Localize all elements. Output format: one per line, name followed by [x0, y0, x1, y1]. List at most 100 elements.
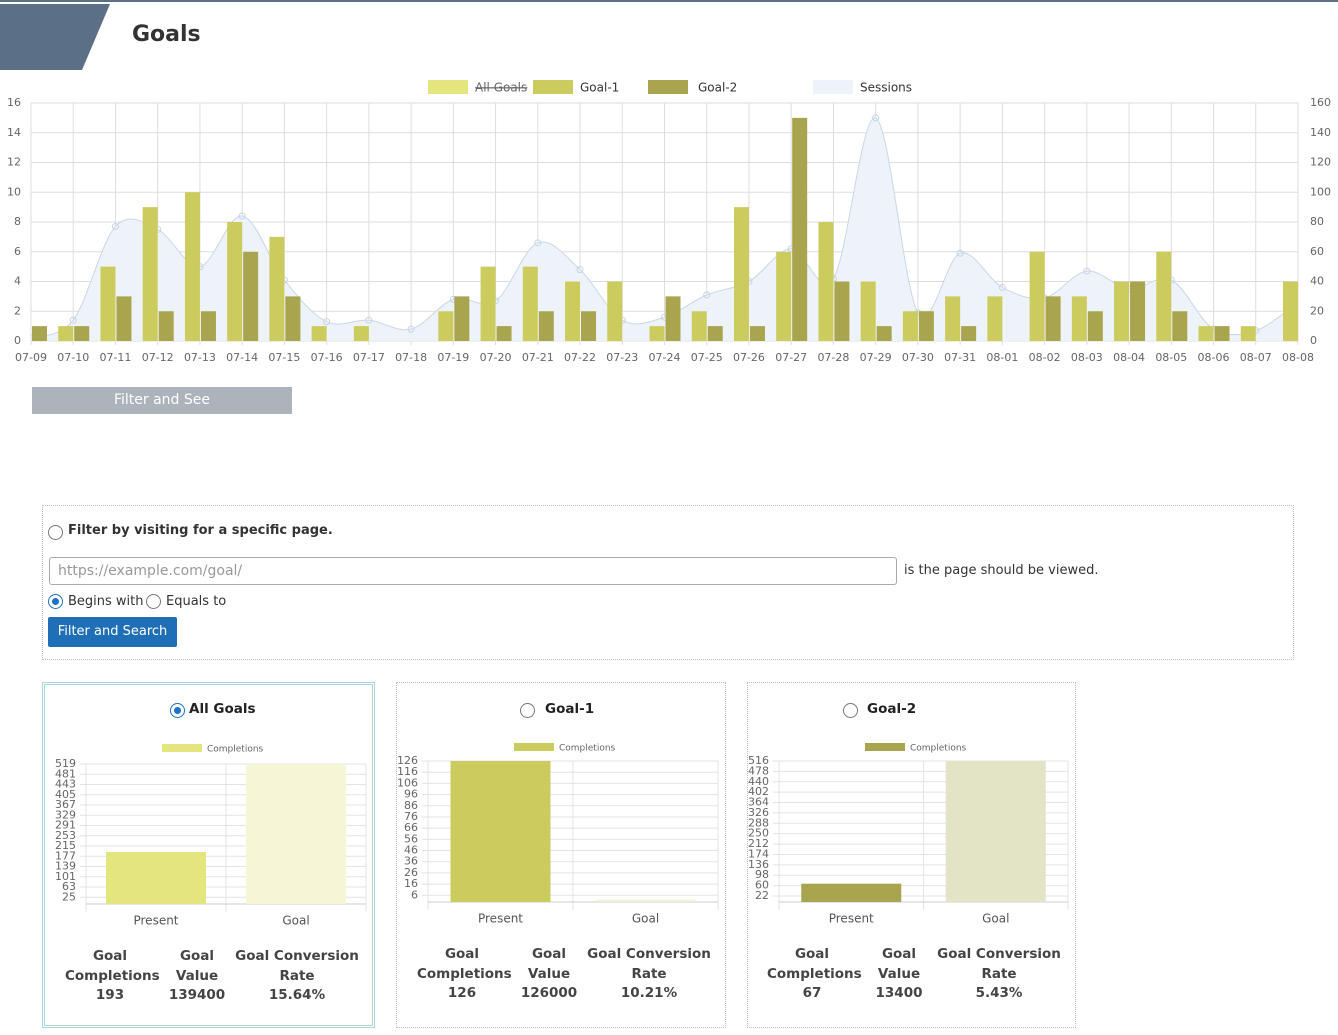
- stat-label: Goal Conversion Rate: [937, 946, 1061, 982]
- bar: [454, 296, 470, 341]
- url-input[interactable]: https://example.com/goal/: [49, 557, 897, 585]
- filter-radio[interactable]: [48, 525, 63, 540]
- filter-option: Filter by visiting for a specific page.: [68, 523, 333, 538]
- bar: [353, 326, 369, 341]
- sessions-point: [745, 278, 753, 285]
- stat-label: Goal Conversion Rate: [235, 948, 359, 984]
- bar: [987, 296, 1003, 341]
- sessions-point: [111, 222, 119, 230]
- y2-tick-label: 0: [1310, 334, 1317, 347]
- card-label: Goal-1: [545, 701, 595, 717]
- x-tick-label: 07-28: [817, 351, 849, 364]
- y-tick-label: 4: [14, 275, 21, 288]
- stat-label: Goal Value: [527, 946, 571, 982]
- x-tick-label: 07-09: [15, 351, 47, 364]
- card-radio[interactable]: [520, 703, 535, 718]
- bar: [961, 326, 977, 341]
- sessions-point: [323, 318, 331, 326]
- bar: [733, 207, 749, 341]
- goal-card[interactable]: [747, 682, 1076, 1028]
- page-title: Goals: [132, 22, 201, 47]
- x-tick-label: 07-26: [733, 351, 765, 364]
- sessions-point: [196, 263, 204, 271]
- legend-label: Sessions: [860, 81, 912, 95]
- x-tick-label: 08-01: [986, 351, 1018, 364]
- sessions-point: [1083, 267, 1091, 275]
- stat-value: 15.64%: [268, 987, 326, 1003]
- bar: [1045, 296, 1061, 341]
- x-tick-label: 07-20: [480, 351, 512, 364]
- x-tick-label: 07-12: [142, 351, 174, 364]
- bar: [538, 311, 554, 341]
- sessions-point: [238, 212, 246, 220]
- bar: [707, 326, 723, 341]
- bars: [32, 117, 1230, 341]
- card-radio[interactable]: [170, 703, 185, 718]
- bar: [581, 311, 597, 341]
- bar: [480, 266, 496, 341]
- bar: [269, 236, 285, 341]
- y2-tick-label: 160: [1310, 96, 1331, 109]
- y2-tick-label: 100: [1310, 185, 1331, 198]
- bar: [918, 311, 934, 341]
- sessions-point: [69, 316, 77, 324]
- x-tick-label: 07-14: [226, 351, 258, 364]
- sessions-point: [787, 245, 795, 253]
- stat-value: 5.43%: [975, 985, 1023, 1001]
- legend-label: Goal-2: [698, 81, 737, 95]
- bar: [58, 326, 74, 341]
- card-radio[interactable]: [843, 703, 858, 718]
- y-tick-label: 14: [7, 126, 21, 139]
- y-tick-label: 16: [7, 96, 21, 109]
- goal-card[interactable]: [42, 682, 375, 1028]
- bar: [311, 326, 327, 341]
- x-tick-label: 07-22: [564, 351, 596, 364]
- bar: [32, 326, 47, 341]
- bar: [1283, 281, 1298, 341]
- card-label: Goal-2: [867, 701, 917, 717]
- bar: [74, 326, 90, 341]
- bar: [665, 296, 681, 341]
- y-tick-label: 12: [7, 156, 21, 169]
- sessions-group: [31, 114, 1298, 341]
- sessions-point: [449, 295, 457, 303]
- x-tick-label: 07-19: [437, 351, 469, 364]
- x-tick-label: 07-30: [902, 351, 934, 364]
- bar: [522, 266, 538, 341]
- x-tick-label: 08-05: [1155, 351, 1187, 364]
- legend-swatch: [428, 80, 468, 94]
- match-radio[interactable]: [48, 594, 63, 609]
- bar: [945, 296, 961, 341]
- y2-tick-label: 140: [1310, 126, 1331, 139]
- bar: [1130, 281, 1146, 341]
- bar: [1240, 326, 1256, 341]
- sessions-line: [31, 117, 1298, 339]
- sessions-area: [31, 117, 1298, 341]
- bar: [158, 311, 174, 341]
- header-banner: [0, 4, 110, 70]
- x-tick-label: 07-29: [860, 351, 892, 364]
- x-tick-label: 08-07: [1240, 351, 1272, 364]
- legend-label: Goal-1: [580, 81, 619, 95]
- legend-swatch: [648, 80, 688, 94]
- x-tick-label: 08-08: [1282, 351, 1314, 364]
- input-suffix: is the page should be viewed.: [904, 563, 1099, 578]
- sessions-point: [829, 275, 837, 283]
- sessions-point: [661, 313, 668, 321]
- goal-card[interactable]: [396, 682, 726, 1028]
- y2-tick-label: 20: [1310, 304, 1324, 317]
- match-radio[interactable]: [146, 594, 161, 609]
- bar: [792, 117, 808, 341]
- sessions-point: [1125, 285, 1133, 293]
- filter-see-button[interactable]: Filter and See: [32, 387, 292, 414]
- x-tick-label: 07-15: [268, 351, 300, 364]
- y2-tick-label: 80: [1310, 215, 1324, 228]
- x-tick-label: 08-03: [1071, 351, 1103, 364]
- bar: [776, 251, 792, 341]
- stat-label: Goal Completions: [767, 946, 862, 982]
- filter-search-button[interactable]: Filter and Search: [48, 617, 177, 647]
- stat-value: 126: [447, 985, 477, 1001]
- bar: [1114, 281, 1130, 341]
- stat-value: 67: [802, 985, 822, 1001]
- bar: [834, 281, 850, 341]
